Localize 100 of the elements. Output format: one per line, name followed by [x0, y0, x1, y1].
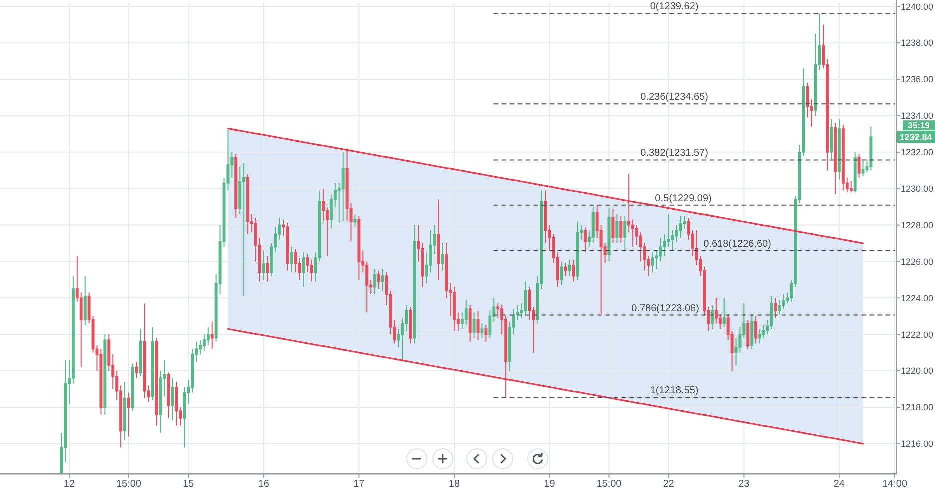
candlestick [464, 299, 468, 326]
line-series [227, 328, 864, 445]
y-tick-label: 1230.00 [901, 184, 934, 194]
candlestick [758, 328, 762, 344]
candlestick [624, 216, 627, 252]
candlestick [484, 325, 488, 342]
candlestick [750, 314, 754, 350]
x-tick-label: 17 [354, 479, 366, 490]
candlestick [834, 122, 837, 195]
x-tick-label: 18 [448, 479, 460, 490]
candlestick [246, 174, 250, 235]
candlestick [850, 181, 853, 193]
series-label: 0.618(1226.60) [704, 238, 772, 250]
y-tick-label: 1228.00 [901, 220, 934, 230]
x-tick-label: 15:00 [596, 479, 622, 490]
x-tick-label: 12 [64, 479, 76, 490]
candlestick [480, 323, 484, 339]
candlestick [128, 392, 130, 438]
candlestick [139, 328, 142, 378]
candlestick [612, 208, 615, 244]
x-tick-label: 15 [182, 479, 195, 490]
y-tick-label: 1220.00 [901, 366, 934, 376]
candlestick [437, 199, 440, 280]
y-tick-label: 1216.00 [901, 439, 934, 450]
candlestick [572, 259, 576, 282]
candlestick [468, 304, 472, 342]
candlestick [584, 226, 587, 254]
x-tick-label: 19 [544, 479, 556, 490]
candlestick [167, 372, 170, 419]
candlestick [151, 326, 154, 401]
candlestick [560, 261, 564, 286]
y-tick-label: 1234.00 [901, 111, 934, 122]
candlestick [84, 276, 87, 326]
candlestick [722, 298, 726, 328]
candlestick [124, 381, 127, 441]
candlestick [100, 348, 103, 416]
x-tick-label: 22 [663, 479, 675, 490]
series-label: 1(1218.55) [650, 385, 699, 396]
candlestick [754, 316, 758, 344]
candlestick [302, 252, 306, 288]
candlestick [382, 268, 385, 292]
series-label: 0.382(1231.57) [640, 148, 708, 160]
y-tick-label: 1238.00 [901, 38, 934, 48]
y-tick-label: 1236.00 [901, 74, 934, 85]
candlestick [290, 246, 294, 274]
candlestick [842, 124, 845, 192]
candlestick [374, 268, 377, 296]
candlestick [838, 119, 841, 180]
candlestick [476, 310, 480, 341]
candlestick [620, 216, 623, 244]
x-tick-label: 15:00 [116, 479, 142, 490]
x-tick-label: 14:00 [882, 479, 908, 490]
candlestick [774, 298, 778, 319]
candlestick [358, 216, 361, 280]
candlestick [710, 304, 714, 330]
candlestick [143, 303, 146, 399]
candlestick [568, 259, 572, 277]
candlestick [564, 263, 568, 277]
series-label: 0.5(1229.09) [655, 193, 712, 204]
annotation: 1232.84 [900, 132, 932, 142]
series-label: 0.786(1223.06) [632, 303, 700, 314]
candlestick [210, 321, 214, 350]
candlestick [354, 214, 357, 228]
candlestick [858, 154, 861, 178]
y-tick-label: 1232.00 [901, 148, 934, 158]
candlestick [452, 286, 456, 332]
candlestick [175, 381, 178, 426]
candlestick [441, 243, 444, 272]
candlestick [830, 119, 834, 160]
series-label: 0.236(1234.65) [640, 92, 708, 104]
candlestick [342, 152, 345, 222]
candlestick [409, 306, 412, 344]
x-tick-label: 24 [834, 479, 846, 490]
countdown-tag: 35:19 [903, 120, 935, 131]
candlestick [870, 126, 873, 172]
candlestick [576, 221, 579, 280]
candlestick [378, 270, 381, 290]
candlestick [266, 256, 270, 282]
candlestick [171, 378, 174, 421]
x-tick-label: 16 [258, 479, 270, 490]
candlestick [262, 250, 266, 280]
y-tick-label: 1226.00 [901, 256, 934, 267]
candlestick [679, 216, 682, 239]
candlestick [524, 281, 528, 317]
candlestick [746, 320, 750, 350]
candlestick [592, 206, 595, 244]
x-tick-label: 23 [738, 479, 750, 490]
candlestick [651, 252, 654, 274]
candlestick [242, 162, 246, 297]
candlestick [862, 161, 865, 177]
candlestick [616, 214, 619, 244]
candlestick [234, 154, 238, 218]
series-label: 0(1239.62) [650, 2, 699, 13]
y-tick-label: 1224.00 [901, 293, 934, 304]
y-tick-label: 1222.00 [901, 330, 934, 340]
y-tick-label: 1218.00 [901, 402, 934, 413]
candlestick [413, 224, 416, 344]
y-tick-label: 1240.00 [901, 2, 934, 12]
candlestick [472, 312, 476, 339]
price-tag: 1232.84 [897, 131, 935, 144]
